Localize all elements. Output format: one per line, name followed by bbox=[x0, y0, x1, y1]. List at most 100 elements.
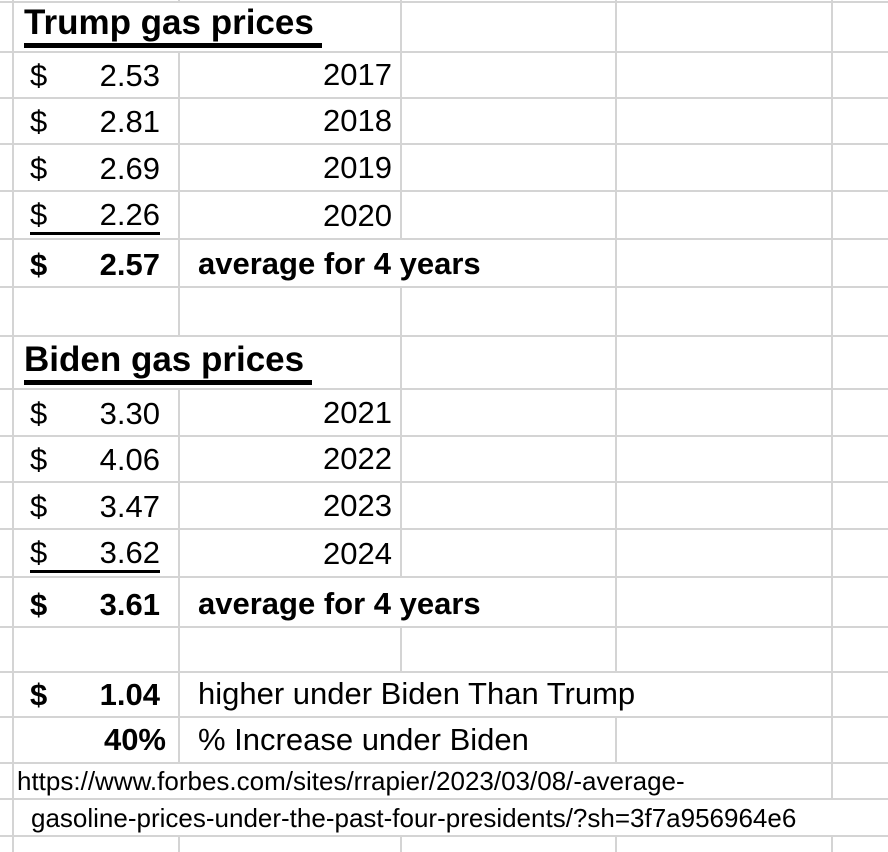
cell-margin bbox=[0, 530, 14, 576]
cell-empty[interactable] bbox=[617, 390, 833, 435]
cell-empty[interactable] bbox=[14, 288, 180, 335]
cell-margin bbox=[0, 628, 14, 671]
cell-empty[interactable] bbox=[402, 337, 617, 388]
cell-empty bbox=[833, 764, 888, 798]
average-value: 3.61 bbox=[99, 587, 160, 622]
cell-biden-price-2022[interactable]: $4.06 bbox=[14, 437, 180, 481]
cell-biden-year-2022[interactable]: 2022 bbox=[180, 437, 402, 481]
cell-empty[interactable] bbox=[402, 437, 617, 481]
year-value: 2020 bbox=[323, 198, 392, 233]
cell-empty[interactable] bbox=[617, 337, 833, 388]
cell-trump-price-2019[interactable]: $2.69 bbox=[14, 145, 180, 190]
cell-trump-price-2017[interactable]: $2.53 bbox=[14, 53, 180, 97]
currency-symbol: $ bbox=[30, 247, 48, 282]
cell-empty[interactable] bbox=[617, 288, 833, 335]
biden-data-row-2023: $3.47 2023 bbox=[0, 483, 888, 530]
cell-empty[interactable] bbox=[402, 192, 617, 238]
cell-empty[interactable] bbox=[617, 192, 833, 238]
cell-empty bbox=[402, 0, 617, 1]
cell-margin bbox=[0, 800, 14, 835]
cell-empty[interactable] bbox=[402, 3, 617, 51]
currency-symbol: $ bbox=[30, 442, 48, 477]
cell-empty[interactable] bbox=[402, 99, 617, 143]
cell-empty[interactable] bbox=[402, 483, 617, 528]
year-value: 2017 bbox=[323, 57, 392, 92]
cell-empty[interactable] bbox=[617, 483, 833, 528]
cell-biden-title[interactable]: Biden gas prices bbox=[14, 337, 402, 388]
biden-data-row-2022: $4.06 2022 bbox=[0, 437, 888, 483]
cell-empty[interactable] bbox=[180, 288, 402, 335]
cell-biden-price-2021[interactable]: $3.30 bbox=[14, 390, 180, 435]
cell-empty bbox=[833, 837, 888, 852]
cell-biden-year-2023[interactable]: 2023 bbox=[180, 483, 402, 528]
cell-biden-average-value[interactable]: $3.61 bbox=[14, 578, 180, 626]
cell-trump-year-2018[interactable]: 2018 bbox=[180, 99, 402, 143]
year-value: 2019 bbox=[323, 150, 392, 185]
cell-empty[interactable] bbox=[617, 240, 833, 286]
cell-margin bbox=[0, 437, 14, 481]
cell-empty[interactable] bbox=[617, 145, 833, 190]
cell-empty[interactable] bbox=[402, 145, 617, 190]
cell-source-url-line2[interactable]: gasoline-prices-under-the-past-four-pres… bbox=[14, 800, 888, 835]
difference-row: $1.04 higher under Biden Than Trump bbox=[0, 673, 888, 718]
trump-data-row-2017: $2.53 2017 bbox=[0, 53, 888, 99]
cell-empty[interactable] bbox=[617, 718, 833, 762]
cell-empty[interactable] bbox=[402, 390, 617, 435]
cell-empty[interactable] bbox=[617, 578, 833, 626]
cell-biden-year-2021[interactable]: 2021 bbox=[180, 390, 402, 435]
cell-trump-year-2019[interactable]: 2019 bbox=[180, 145, 402, 190]
currency-symbol: $ bbox=[30, 58, 48, 93]
cell-biden-price-2023[interactable]: $3.47 bbox=[14, 483, 180, 528]
percent-label: % Increase under Biden bbox=[198, 722, 529, 757]
cell-trump-year-2020[interactable]: 2020 bbox=[180, 192, 402, 238]
biden-average-row: $3.61 average for 4 years bbox=[0, 578, 888, 628]
trump-section-title: Trump gas prices bbox=[24, 5, 322, 48]
price-value: 3.62 bbox=[99, 535, 160, 570]
average-label: average for 4 years bbox=[198, 586, 481, 621]
cell-biden-price-2024[interactable]: $3.62 bbox=[14, 530, 180, 576]
cell-empty[interactable] bbox=[180, 628, 402, 671]
cell-biden-average-label[interactable]: average for 4 years bbox=[180, 578, 617, 626]
cell-empty[interactable] bbox=[402, 530, 617, 576]
currency-symbol: $ bbox=[30, 587, 48, 622]
cell-margin bbox=[0, 240, 14, 286]
cell-empty bbox=[833, 673, 888, 716]
year-value: 2024 bbox=[323, 536, 392, 571]
cell-empty[interactable] bbox=[402, 628, 617, 671]
cell-biden-year-2024[interactable]: 2024 bbox=[180, 530, 402, 576]
cell-source-url-line1[interactable]: https://www.forbes.com/sites/rrapier/202… bbox=[14, 764, 833, 798]
price-value: 2.26 bbox=[99, 197, 160, 232]
trump-data-row-2020: $2.26 2020 bbox=[0, 192, 888, 240]
average-label: average for 4 years bbox=[198, 246, 481, 281]
currency-symbol: $ bbox=[30, 489, 48, 524]
source-url-row-2: gasoline-prices-under-the-past-four-pres… bbox=[0, 800, 888, 837]
currency-symbol: $ bbox=[30, 104, 48, 139]
difference-value: 1.04 bbox=[99, 677, 160, 712]
biden-data-row-2021: $3.30 2021 bbox=[0, 390, 888, 437]
trump-title-row: Trump gas prices bbox=[0, 3, 888, 53]
cell-empty[interactable] bbox=[617, 53, 833, 97]
cell-empty[interactable] bbox=[617, 628, 833, 671]
cell-trump-price-2018[interactable]: $2.81 bbox=[14, 99, 180, 143]
cell-empty[interactable] bbox=[617, 530, 833, 576]
price-value: 3.30 bbox=[99, 396, 160, 431]
cell-trump-title[interactable]: Trump gas prices bbox=[14, 3, 402, 51]
cell-percent-value[interactable]: 40% bbox=[14, 718, 180, 762]
cell-trump-year-2017[interactable]: 2017 bbox=[180, 53, 402, 97]
cell-empty[interactable] bbox=[617, 99, 833, 143]
cell-percent-label[interactable]: % Increase under Biden bbox=[180, 718, 617, 762]
cell-empty[interactable] bbox=[402, 288, 617, 335]
cell-empty bbox=[833, 192, 888, 238]
cell-trump-price-2020[interactable]: $2.26 bbox=[14, 192, 180, 238]
cell-empty[interactable] bbox=[617, 437, 833, 481]
cell-trump-average-label[interactable]: average for 4 years bbox=[180, 240, 617, 286]
empty-row bbox=[0, 288, 888, 337]
cell-empty[interactable] bbox=[617, 3, 833, 51]
cell-empty[interactable] bbox=[14, 628, 180, 671]
cell-empty[interactable] bbox=[402, 53, 617, 97]
cell-trump-average-value[interactable]: $2.57 bbox=[14, 240, 180, 286]
cell-difference-label[interactable]: higher under Biden Than Trump bbox=[180, 673, 833, 716]
cell-empty bbox=[833, 390, 888, 435]
cell-difference-value[interactable]: $1.04 bbox=[14, 673, 180, 716]
